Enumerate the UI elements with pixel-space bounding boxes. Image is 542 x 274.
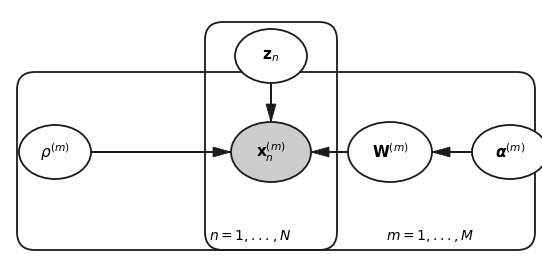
Text: $\mathbf{W}^{(m)}$: $\mathbf{W}^{(m)}$ <box>372 143 408 161</box>
Ellipse shape <box>235 29 307 83</box>
Text: $\boldsymbol{\alpha}^{(m)}$: $\boldsymbol{\alpha}^{(m)}$ <box>495 143 525 161</box>
Polygon shape <box>432 147 450 157</box>
Polygon shape <box>311 147 329 157</box>
Polygon shape <box>266 104 276 122</box>
Text: $\rho^{(m)}$: $\rho^{(m)}$ <box>40 141 70 163</box>
Text: $\mathbf{z}_n$: $\mathbf{z}_n$ <box>262 48 280 64</box>
Ellipse shape <box>231 122 311 182</box>
Text: $m = 1,...,M$: $m = 1,...,M$ <box>386 228 474 244</box>
Ellipse shape <box>19 125 91 179</box>
Polygon shape <box>213 147 231 157</box>
Text: $n = 1,...,N$: $n = 1,...,N$ <box>209 228 291 244</box>
Text: $\mathbf{x}_n^{(m)}$: $\mathbf{x}_n^{(m)}$ <box>256 140 286 164</box>
Ellipse shape <box>348 122 432 182</box>
Ellipse shape <box>472 125 542 179</box>
